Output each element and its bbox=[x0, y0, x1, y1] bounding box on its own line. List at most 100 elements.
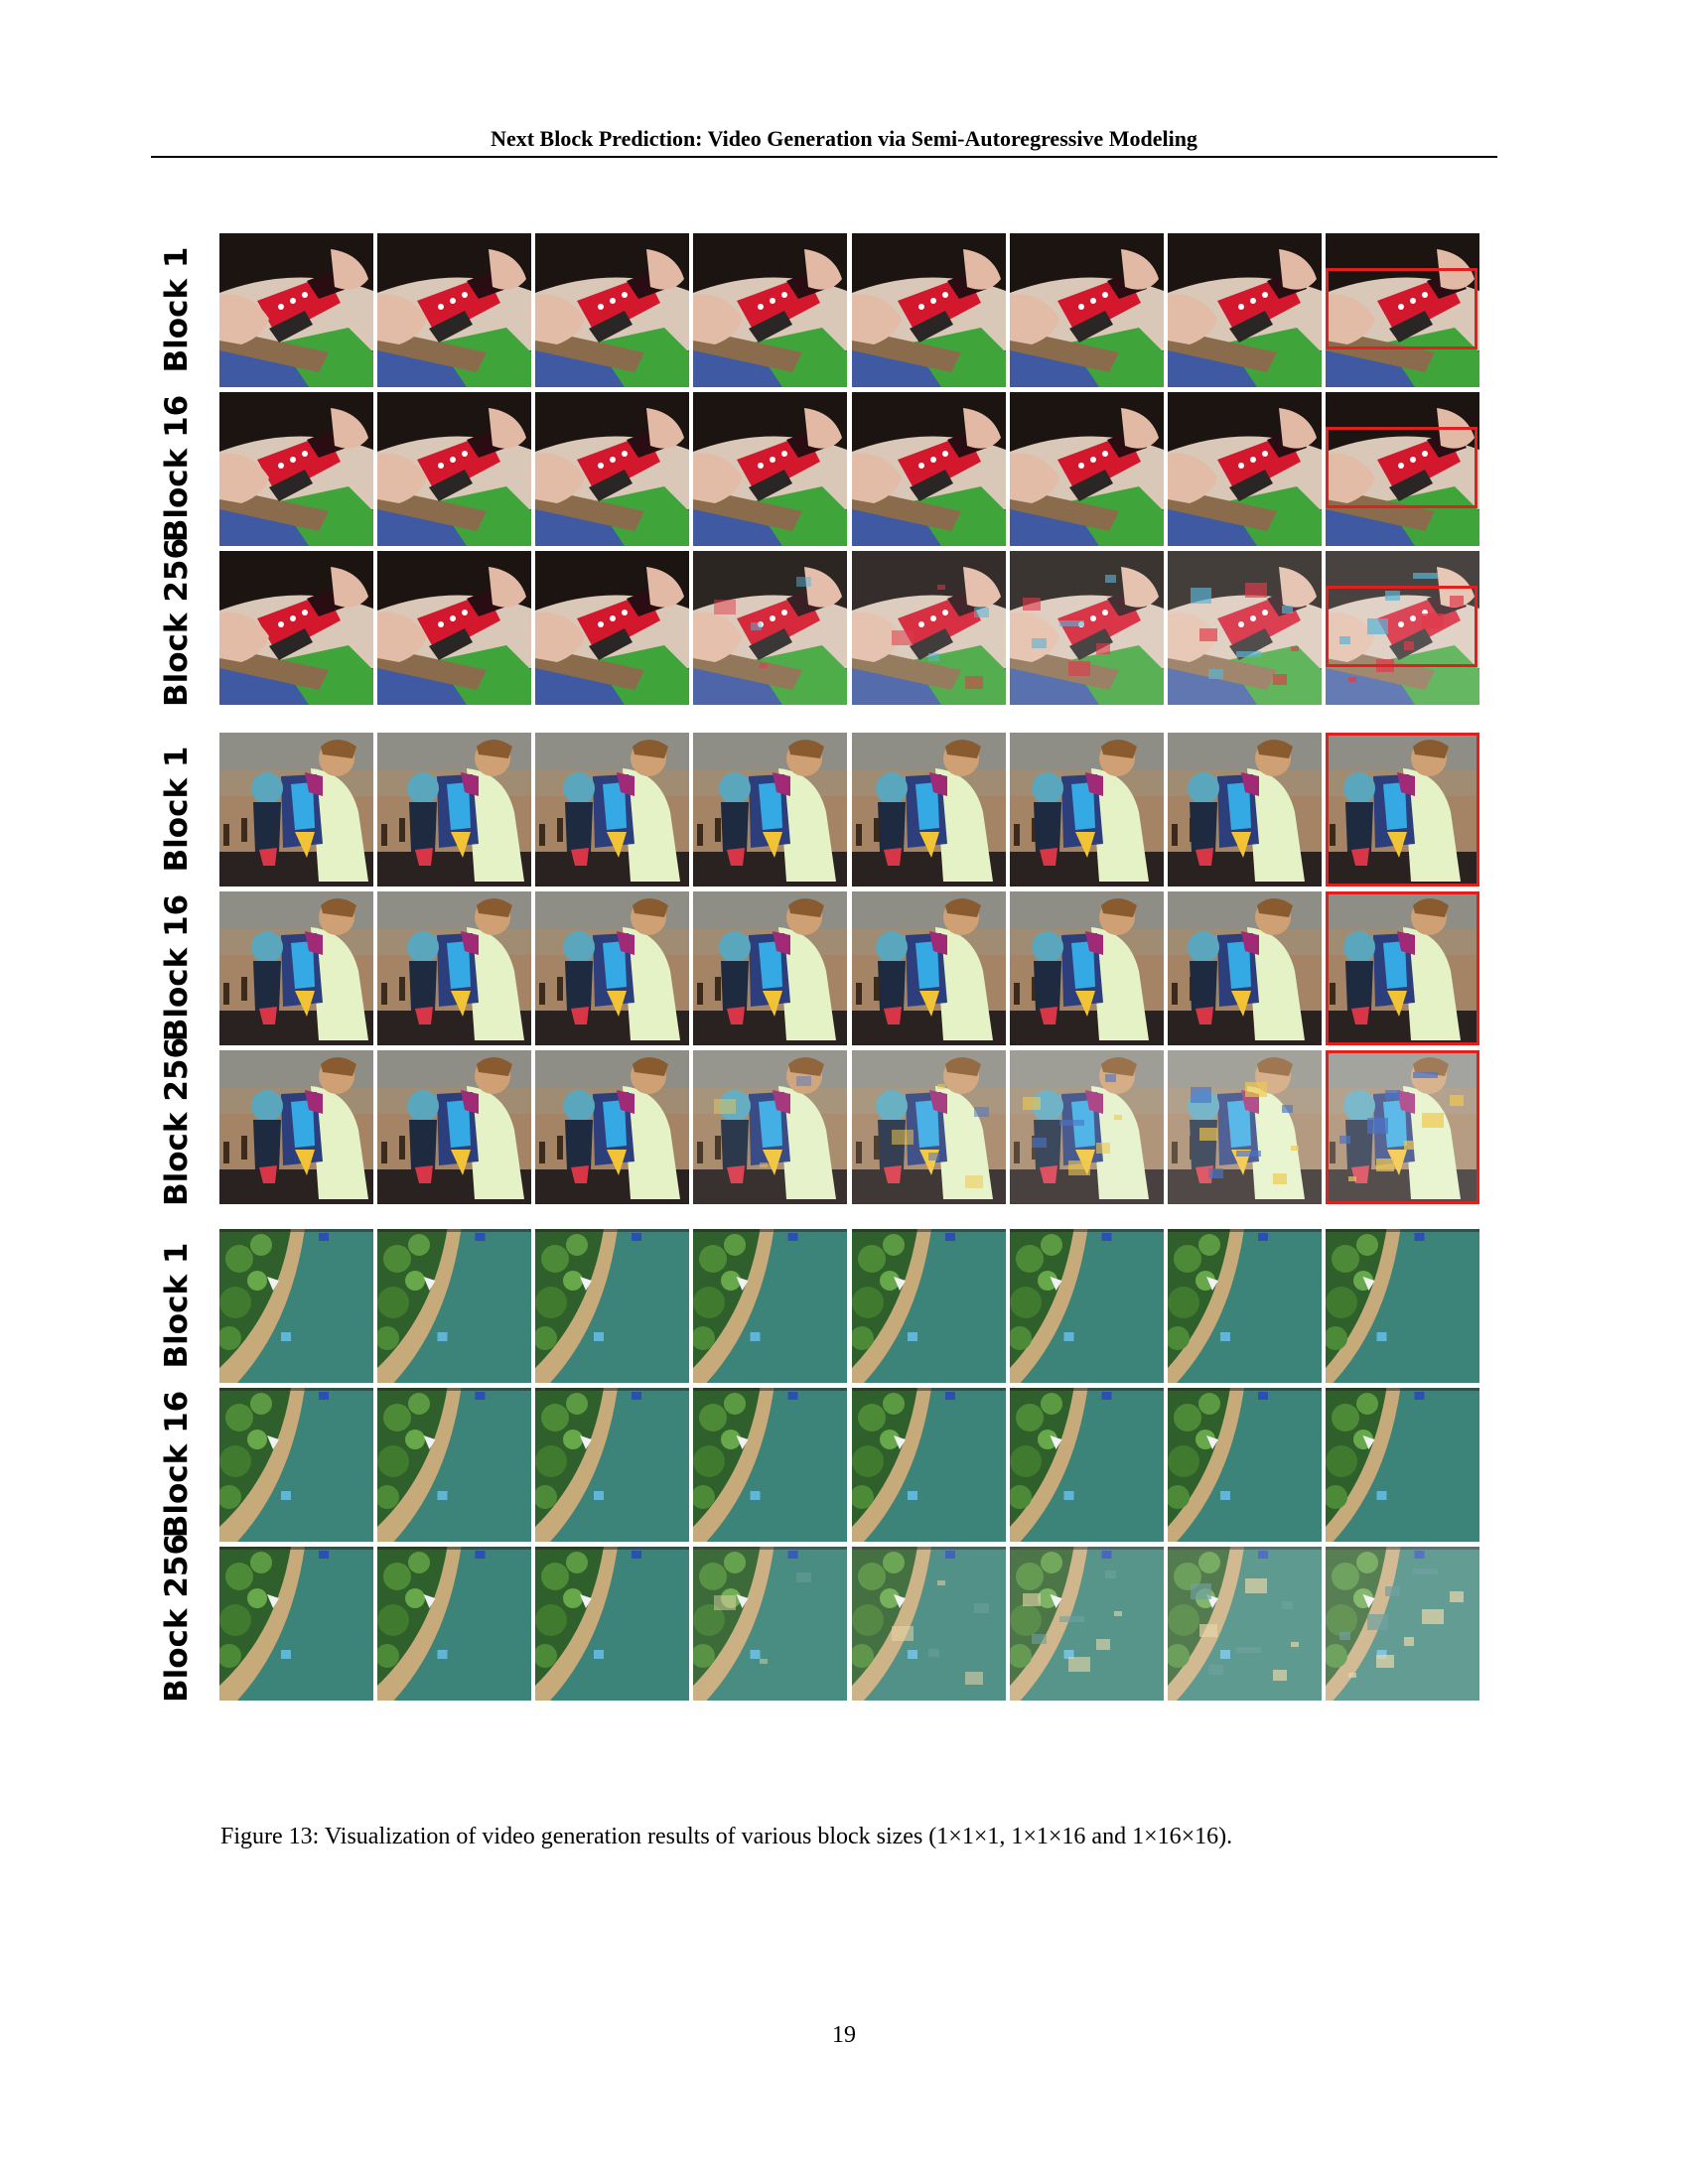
frame-image bbox=[1326, 732, 1479, 887]
frame-image bbox=[1010, 391, 1164, 546]
frame-image bbox=[1168, 550, 1322, 705]
video-frame bbox=[377, 1228, 531, 1383]
video-frame bbox=[219, 1387, 373, 1542]
frame-image bbox=[1326, 1228, 1479, 1383]
frame-image bbox=[535, 890, 689, 1045]
row-label: Block 1 bbox=[159, 246, 195, 373]
frame-image bbox=[852, 732, 1006, 887]
frame-image bbox=[693, 1228, 847, 1383]
video-frame bbox=[1168, 1049, 1322, 1204]
frame-image bbox=[219, 232, 373, 387]
frame-image bbox=[219, 1546, 373, 1701]
frame-image bbox=[1326, 391, 1479, 546]
video-frame bbox=[693, 232, 847, 387]
video-frame bbox=[1326, 550, 1479, 705]
frame-image bbox=[535, 1228, 689, 1383]
frame-image bbox=[852, 391, 1006, 546]
video-frame bbox=[1168, 732, 1322, 887]
frame-image bbox=[693, 1049, 847, 1204]
frame-image bbox=[852, 1228, 1006, 1383]
frame-image bbox=[1168, 1546, 1322, 1701]
frame-image bbox=[1010, 232, 1164, 387]
video-frame bbox=[219, 890, 373, 1045]
video-frame bbox=[377, 890, 531, 1045]
row-label: Block 1 bbox=[159, 746, 195, 873]
frame-image bbox=[219, 1228, 373, 1383]
frame-image bbox=[693, 391, 847, 546]
frame-image bbox=[535, 1387, 689, 1542]
frame-image bbox=[377, 391, 531, 546]
frame-image bbox=[1326, 550, 1479, 705]
video-frame bbox=[535, 732, 689, 887]
video-frame bbox=[219, 1049, 373, 1204]
video-frame bbox=[535, 391, 689, 546]
video-frame bbox=[852, 1387, 1006, 1542]
row-label: Block 256 bbox=[159, 1533, 195, 1703]
frame-image bbox=[1326, 1049, 1479, 1204]
frame-image bbox=[377, 732, 531, 887]
frame-image bbox=[1168, 1387, 1322, 1542]
frame-image bbox=[1010, 1387, 1164, 1542]
row-label: Block 256 bbox=[159, 1036, 195, 1206]
frame-image bbox=[1326, 890, 1479, 1045]
frame-image bbox=[1168, 1228, 1322, 1383]
header-rule bbox=[151, 156, 1497, 158]
video-frame bbox=[1168, 391, 1322, 546]
video-frame bbox=[1010, 391, 1164, 546]
video-frame bbox=[1168, 1228, 1322, 1383]
frame-image bbox=[693, 232, 847, 387]
video-frame bbox=[693, 1228, 847, 1383]
frame-image bbox=[535, 391, 689, 546]
video-frame bbox=[535, 1387, 689, 1542]
video-frame bbox=[1326, 1387, 1479, 1542]
video-frame bbox=[535, 1049, 689, 1204]
video-frame bbox=[377, 1387, 531, 1542]
video-frame bbox=[377, 232, 531, 387]
video-frame bbox=[1010, 1049, 1164, 1204]
video-frame bbox=[852, 1049, 1006, 1204]
video-frame bbox=[852, 1228, 1006, 1383]
video-frame bbox=[852, 391, 1006, 546]
frame-image bbox=[377, 550, 531, 705]
frame-image bbox=[693, 890, 847, 1045]
frame-image bbox=[377, 1546, 531, 1701]
row-label: Block 16 bbox=[159, 893, 195, 1042]
video-frame bbox=[1010, 890, 1164, 1045]
frame-image bbox=[1168, 391, 1322, 546]
video-frame bbox=[1326, 391, 1479, 546]
frame-image bbox=[1010, 1228, 1164, 1383]
video-frame bbox=[377, 732, 531, 887]
frame-image bbox=[219, 550, 373, 705]
video-frame bbox=[1010, 1228, 1164, 1383]
frame-image bbox=[219, 1387, 373, 1542]
video-frame bbox=[1168, 550, 1322, 705]
video-frame bbox=[693, 1546, 847, 1701]
frame-image bbox=[219, 732, 373, 887]
video-frame bbox=[1010, 550, 1164, 705]
row-label: Block 1 bbox=[159, 1242, 195, 1369]
video-frame bbox=[852, 550, 1006, 705]
frame-image bbox=[535, 550, 689, 705]
frame-image bbox=[219, 1049, 373, 1204]
video-frame bbox=[1326, 232, 1479, 387]
frame-image bbox=[377, 1387, 531, 1542]
frame-image bbox=[693, 1546, 847, 1701]
video-frame bbox=[1010, 1546, 1164, 1701]
frame-image bbox=[535, 732, 689, 887]
running-header: Next Block Prediction: Video Generation … bbox=[491, 126, 1197, 151]
video-frame bbox=[219, 1228, 373, 1383]
video-frame bbox=[1010, 1387, 1164, 1542]
figure-13: Block 1 Block 16 Block 256 Block 1 Block 16 B… bbox=[159, 232, 1479, 1703]
video-frame bbox=[219, 391, 373, 546]
frame-image bbox=[852, 1387, 1006, 1542]
frame-image bbox=[1010, 890, 1164, 1045]
video-frame bbox=[1168, 232, 1322, 387]
frame-image bbox=[693, 550, 847, 705]
video-frame bbox=[693, 391, 847, 546]
video-frame bbox=[377, 1546, 531, 1701]
frame-image bbox=[1326, 1387, 1479, 1542]
frame-image bbox=[535, 1049, 689, 1204]
frame-image bbox=[852, 1049, 1006, 1204]
video-frame bbox=[693, 732, 847, 887]
video-frame bbox=[535, 890, 689, 1045]
